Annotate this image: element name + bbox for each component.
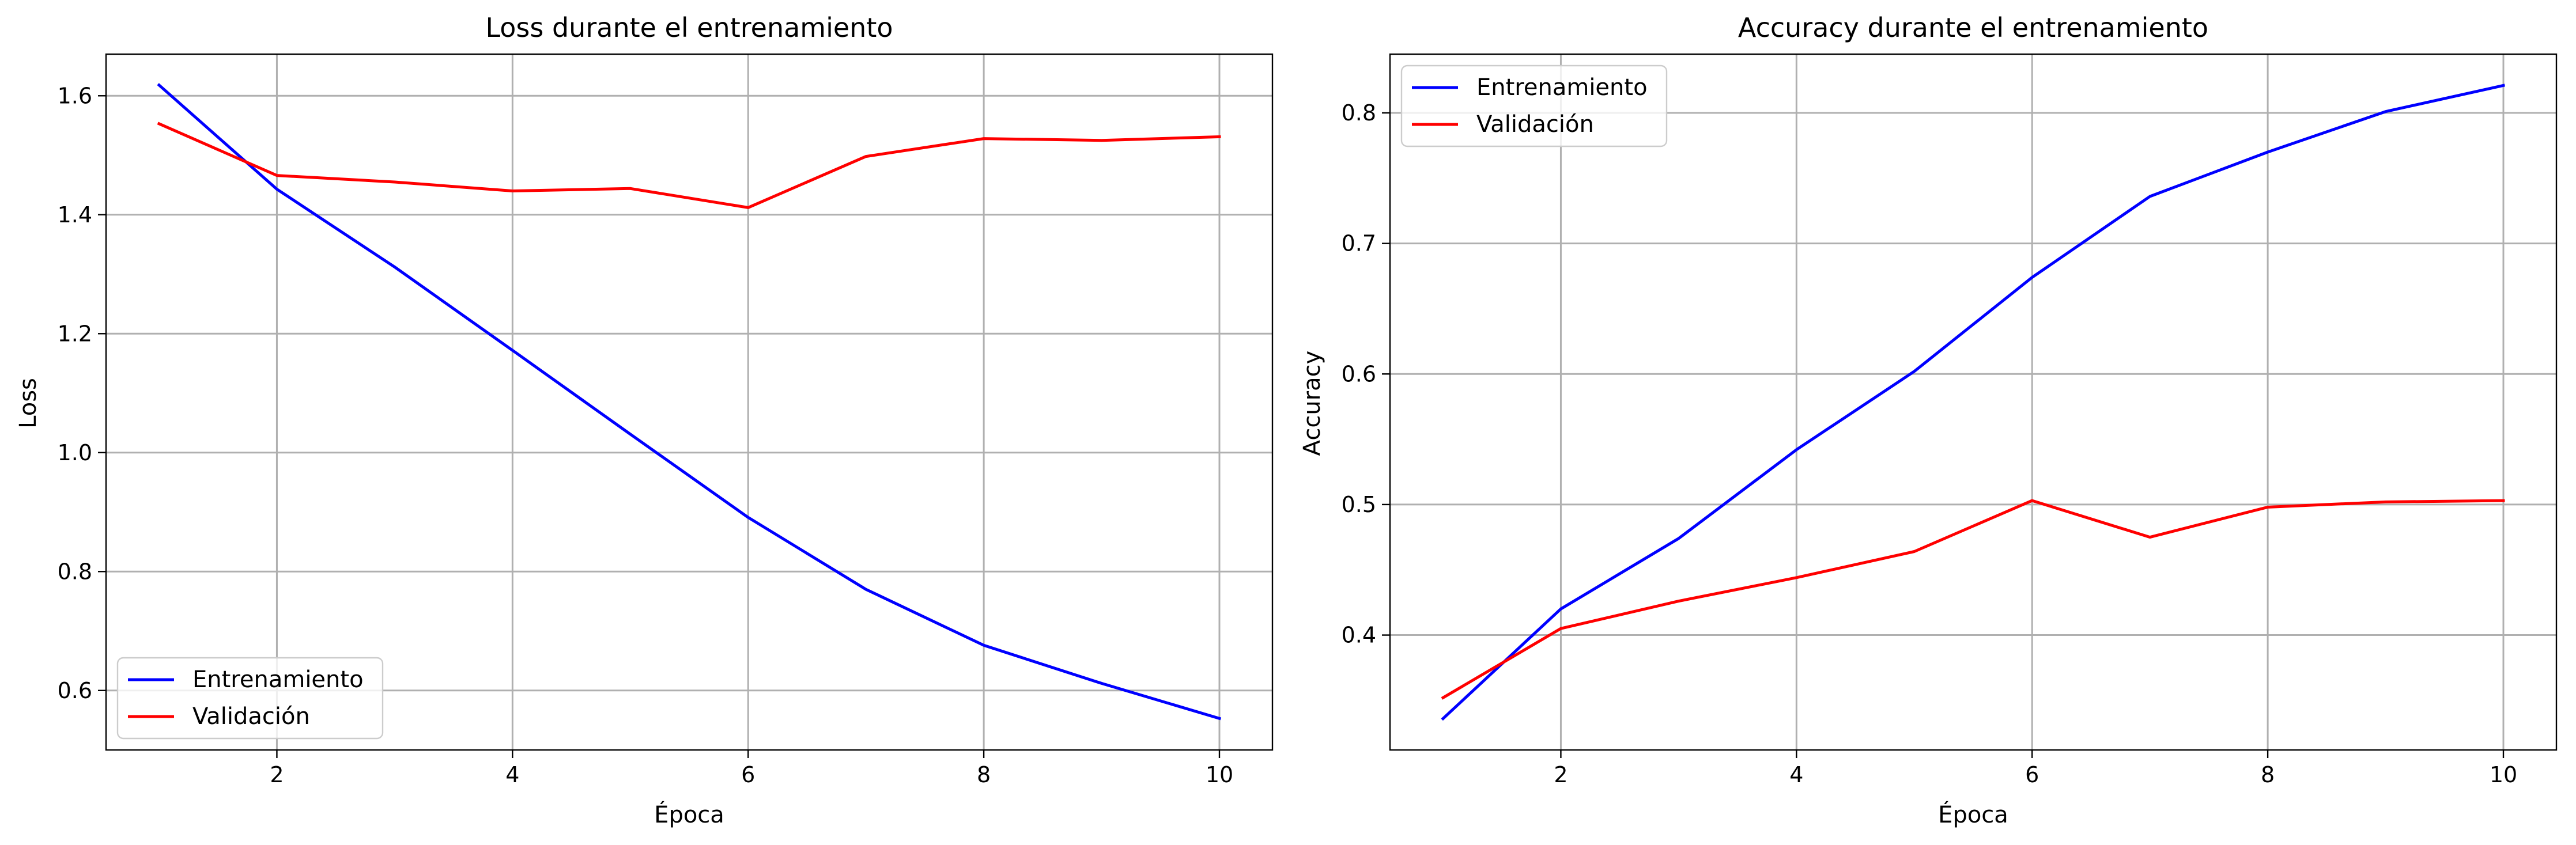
data-point-entrenamiento bbox=[1677, 537, 1680, 540]
legend: Entrenamiento Validación bbox=[116, 657, 384, 740]
data-point-entrenamiento bbox=[2148, 195, 2152, 198]
x-tick-label: 10 bbox=[2490, 762, 2517, 787]
x-tick-label: 2 bbox=[1554, 762, 1567, 787]
legend-box bbox=[1400, 65, 1668, 147]
data-point-validacion bbox=[393, 180, 396, 184]
x-tick-label: 4 bbox=[1789, 762, 1803, 787]
data-point-validacion bbox=[982, 137, 985, 141]
data-point-entrenamiento bbox=[864, 588, 868, 591]
x-tick-label: 10 bbox=[1206, 762, 1233, 787]
data-point-validacion bbox=[1559, 627, 1562, 630]
legend-label-validacion: Validación bbox=[1476, 111, 1594, 138]
data-point-validacion bbox=[2266, 505, 2269, 509]
legend-label-entrenamiento: Entrenamiento bbox=[1476, 74, 1648, 101]
legend-label-validacion: Validación bbox=[192, 703, 310, 730]
series-lines bbox=[1441, 84, 2505, 721]
data-point-entrenamiento bbox=[393, 266, 396, 269]
data-point-validacion bbox=[629, 187, 632, 190]
data-point-entrenamiento bbox=[1559, 607, 1562, 611]
x-tick-label: 6 bbox=[2025, 762, 2039, 787]
y-tick-label: 1.0 bbox=[58, 440, 92, 465]
data-point-validacion bbox=[746, 206, 750, 209]
series-line-entrenamiento bbox=[1441, 84, 2505, 721]
data-point-validacion bbox=[275, 174, 278, 177]
chart-title: Loss durante el entrenamiento bbox=[485, 12, 893, 43]
plot-frame bbox=[1389, 53, 2558, 751]
y-axis-label: Loss bbox=[15, 378, 41, 429]
series-line-validacion bbox=[157, 122, 1221, 209]
data-point-validacion bbox=[1218, 135, 1221, 139]
y-tick-label: 0.4 bbox=[1342, 623, 1376, 648]
y-tick-label: 1.4 bbox=[58, 202, 92, 228]
y-tick-label: 0.8 bbox=[58, 559, 92, 584]
data-point-entrenamiento bbox=[1441, 717, 1445, 721]
legend-label-entrenamiento: Entrenamiento bbox=[192, 666, 364, 693]
data-point-entrenamiento bbox=[2384, 110, 2388, 113]
data-point-validacion bbox=[157, 122, 161, 126]
data-point-entrenamiento bbox=[2266, 150, 2269, 154]
y-tick-label: 0.8 bbox=[1342, 100, 1376, 126]
series-line-validacion bbox=[1441, 499, 2505, 700]
data-point-entrenamiento bbox=[1913, 370, 1916, 373]
series-lines bbox=[157, 83, 1222, 721]
series-line-entrenamiento bbox=[157, 83, 1222, 721]
y-axis-label: Accuracy bbox=[1299, 351, 1325, 456]
data-point-entrenamiento bbox=[1100, 681, 1104, 685]
x-axis-label: Época bbox=[1938, 801, 2008, 828]
data-point-validacion bbox=[2148, 536, 2152, 539]
y-tick-label: 0.7 bbox=[1342, 231, 1376, 256]
data-point-validacion bbox=[2502, 499, 2505, 502]
data-point-validacion bbox=[1913, 550, 1916, 554]
y-tick-label: 1.2 bbox=[58, 321, 92, 346]
data-point-validacion bbox=[1795, 576, 1798, 579]
data-point-validacion bbox=[1100, 139, 1104, 142]
x-tick-label: 8 bbox=[2261, 762, 2275, 787]
x-tick-label: 6 bbox=[741, 762, 755, 787]
y-tick-label: 1.6 bbox=[58, 83, 92, 108]
data-point-validacion bbox=[2030, 499, 2034, 502]
data-point-entrenamiento bbox=[1218, 717, 1221, 720]
data-point-entrenamiento bbox=[982, 643, 985, 647]
loss-chart: Loss durante el entrenamiento Época Loss… bbox=[15, 12, 1274, 828]
data-point-validacion bbox=[2384, 500, 2388, 503]
y-tick-label: 0.6 bbox=[1342, 361, 1376, 386]
axis-ticks: 2 4 6 8 10 0.4 0.5 0.6 0.7 0.8 bbox=[1342, 100, 2518, 787]
legend-box bbox=[116, 657, 384, 740]
data-point-entrenamiento bbox=[511, 348, 514, 352]
data-point-validacion bbox=[511, 189, 514, 192]
data-point-validacion bbox=[1677, 600, 1680, 603]
data-point-entrenamiento bbox=[1795, 448, 1798, 452]
y-tick-label: 0.6 bbox=[58, 678, 92, 703]
legend: Entrenamiento Validación bbox=[1400, 65, 1668, 147]
x-tick-label: 8 bbox=[977, 762, 991, 787]
x-tick-label: 4 bbox=[505, 762, 519, 787]
data-point-entrenamiento bbox=[2502, 84, 2505, 87]
data-point-entrenamiento bbox=[157, 84, 161, 87]
grid bbox=[1390, 54, 2556, 750]
data-point-entrenamiento bbox=[746, 516, 750, 519]
grid bbox=[106, 54, 1272, 750]
data-point-entrenamiento bbox=[2030, 276, 2034, 279]
x-tick-label: 2 bbox=[270, 762, 284, 787]
data-point-entrenamiento bbox=[629, 433, 632, 436]
axis-ticks: 2 4 6 8 10 0.6 0.8 1.0 1.2 1.4 1.6 bbox=[58, 83, 1234, 787]
chart-title: Accuracy durante el entrenamiento bbox=[1738, 12, 2208, 43]
x-axis-label: Época bbox=[654, 801, 724, 828]
data-point-validacion bbox=[1441, 696, 1445, 699]
plot-frame bbox=[105, 53, 1274, 751]
accuracy-chart: Accuracy durante el entrenamiento Época … bbox=[1299, 12, 2558, 828]
data-point-validacion bbox=[864, 155, 868, 158]
data-point-entrenamiento bbox=[275, 187, 278, 191]
y-tick-label: 0.5 bbox=[1342, 492, 1376, 517]
